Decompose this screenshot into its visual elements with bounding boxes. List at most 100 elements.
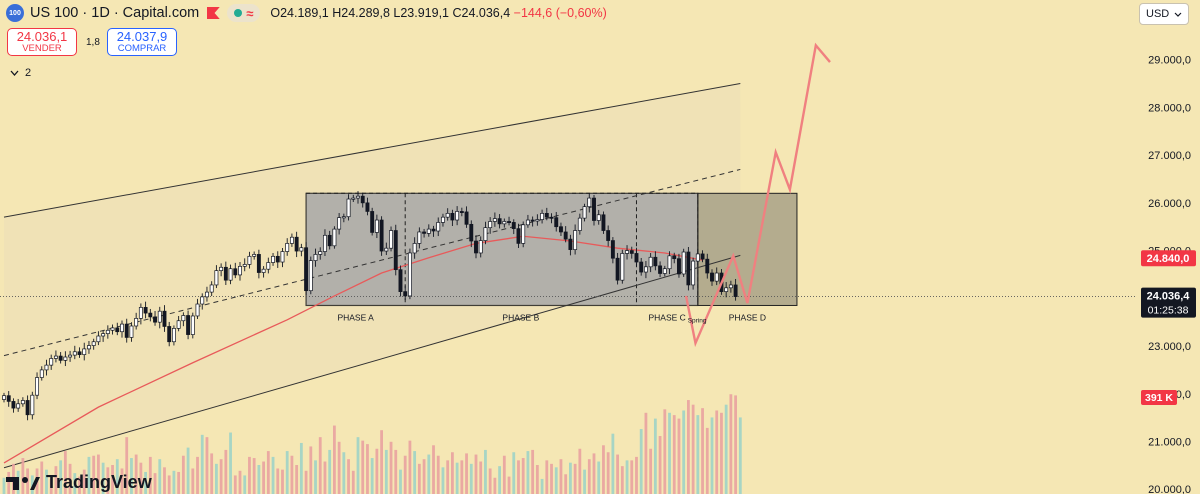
candle-body (648, 256, 653, 268)
volume-bar (158, 459, 162, 494)
candle-body (346, 198, 351, 218)
candle-body (662, 268, 667, 274)
volume-bar (337, 441, 341, 494)
volume-bar (507, 476, 511, 494)
candle-body (667, 255, 672, 270)
volume-bar (639, 429, 643, 494)
y-tick-label: 27.000,0 (1148, 150, 1191, 162)
volume-bar (602, 445, 605, 494)
wave-icon: ≈ (246, 5, 254, 21)
volume-bar (148, 456, 152, 494)
candle-body (39, 369, 44, 378)
chart-header: 100 US 100 · 1D · Capital.com ≈ O24.189,… (6, 3, 607, 23)
sell-label: VENDER (22, 43, 62, 54)
symbol-title[interactable]: US 100 · 1D · Capital.com (30, 5, 200, 21)
volume-bar (587, 459, 591, 494)
candle-body (44, 364, 49, 371)
countdown-label: 01:25:38 (1148, 305, 1189, 317)
volume-bar (7, 471, 11, 494)
volume-bar (356, 437, 360, 494)
volume-bar (531, 449, 535, 494)
candle-body (483, 227, 488, 241)
candle-body (568, 238, 573, 250)
candle-body (370, 211, 375, 233)
candle-body (275, 255, 280, 263)
volume-bar (720, 412, 723, 494)
candle-body (252, 254, 257, 257)
candle-body (134, 318, 139, 327)
flag-icon[interactable] (205, 5, 221, 21)
candle-body (507, 221, 511, 224)
volume-bar (163, 467, 166, 494)
volume-bar (644, 412, 648, 494)
volume-bar (432, 445, 435, 494)
currency-label: USD (1146, 8, 1170, 20)
volume-bar (653, 418, 657, 494)
phase-label: PHASE C (648, 312, 685, 322)
volume-bar (314, 460, 317, 494)
candle-body (521, 224, 526, 244)
volume-bar (592, 453, 596, 494)
candle-body (129, 325, 134, 338)
volume-bar (682, 410, 686, 494)
candle-body (49, 358, 54, 366)
volume-bar (2, 477, 6, 494)
candle-body (710, 272, 714, 282)
candle-body (417, 231, 422, 244)
market-status[interactable]: ≈ (227, 4, 261, 22)
tradingview-logo[interactable]: TradingView (6, 472, 152, 493)
volume-bar (583, 469, 586, 494)
candle-body (535, 219, 540, 222)
volume-bar (40, 461, 44, 494)
candle-body (422, 231, 427, 234)
currency-select[interactable]: USD (1139, 3, 1189, 25)
candle-body (733, 284, 738, 297)
volume-bar (219, 459, 223, 494)
candle-body (606, 230, 611, 241)
candle-body (162, 310, 167, 327)
volume-bar (347, 459, 350, 494)
volume-bar (578, 448, 582, 494)
candle-body (195, 303, 200, 317)
volume-bar (248, 456, 251, 494)
candle-body (544, 213, 549, 218)
volume-bar (526, 451, 530, 494)
volume-bar (318, 437, 322, 494)
volume-bar (328, 449, 332, 494)
volume-bar (97, 454, 100, 494)
candle-body (219, 266, 224, 271)
volume-bar (252, 458, 256, 494)
candle-body (143, 307, 148, 314)
volume-bar (144, 471, 147, 494)
candle-body (695, 253, 700, 262)
volume-bar (92, 455, 96, 494)
candle-body (63, 356, 68, 361)
sell-button[interactable]: 24.036,1 VENDER (7, 28, 77, 56)
symbol-badge[interactable]: 100 (6, 4, 24, 22)
phase-label: PHASE B (502, 312, 539, 322)
volume-bar (649, 448, 653, 494)
candle-body (441, 216, 445, 223)
candle-body (436, 222, 441, 232)
buy-price: 24.037,9 (116, 29, 168, 44)
y-tick-label: 26.000,0 (1148, 198, 1191, 210)
candle-body (714, 272, 719, 282)
buy-button[interactable]: 24.037,9 COMPRAR (107, 28, 177, 56)
indicators-toggle[interactable]: 2 (10, 67, 31, 79)
volume-bar (229, 432, 232, 494)
candle-body (455, 211, 460, 221)
volume-bar (205, 437, 209, 494)
candle-body (72, 351, 77, 356)
buy-label: COMPRAR (117, 43, 167, 54)
volume-bar (333, 425, 336, 494)
volume-bar (540, 478, 544, 494)
candle-body (53, 355, 58, 359)
marker-price-tag (1141, 250, 1196, 267)
candle-body (91, 341, 96, 346)
volume-label: 391 K (1145, 392, 1173, 404)
candle-body (615, 257, 620, 281)
volume-bar (705, 427, 709, 494)
candle-body (247, 255, 252, 265)
candle-body (351, 197, 356, 200)
